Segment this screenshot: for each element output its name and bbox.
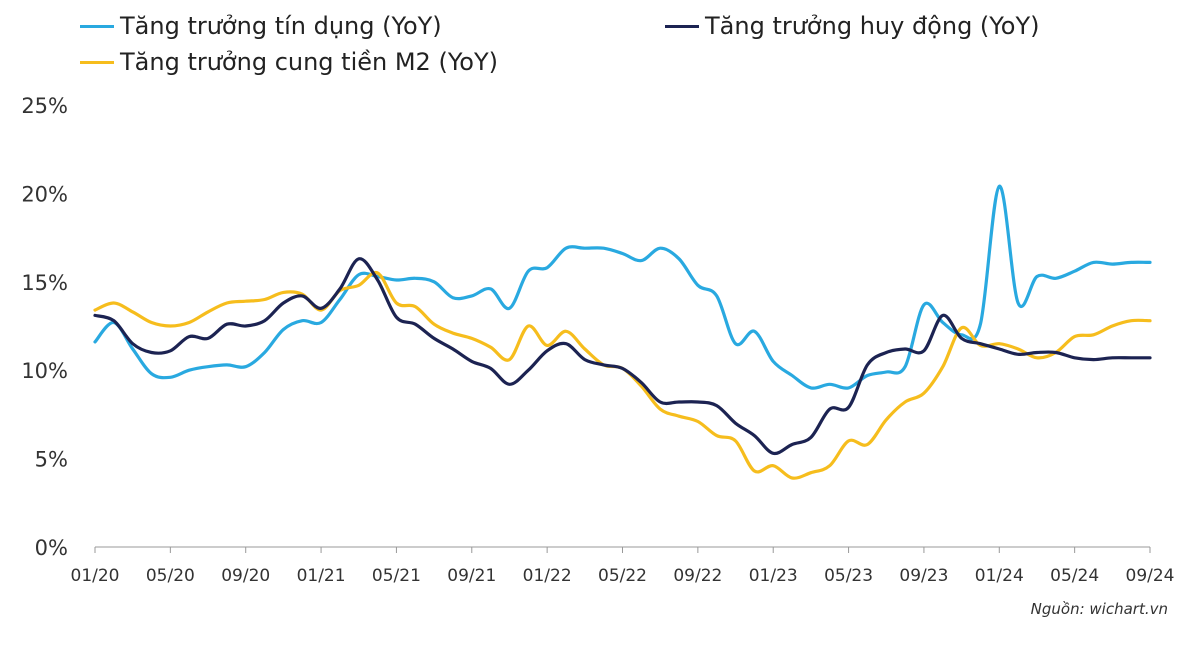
x-tick-label: 09/22: [673, 566, 722, 586]
y-tick-label: 5%: [35, 448, 68, 472]
series-line-deposit: [93, 257, 1152, 456]
legend-swatch-deposit: [665, 24, 699, 28]
y-tick-label: 20%: [21, 182, 68, 206]
legend-label-m2: Tăng trưởng cung tiền M2 (YoY): [120, 48, 498, 76]
legend-label-credit: Tăng trưởng tín dụng (YoY): [120, 12, 442, 40]
series-line-m2: [93, 270, 1152, 480]
x-tick-label: 05/21: [372, 566, 421, 586]
y-tick-label: 0%: [35, 536, 68, 560]
y-axis-labels: 0% 5% 10% 15% 20% 25%: [21, 94, 68, 560]
x-tick-label: 09/20: [221, 566, 270, 586]
x-tick-label: 01/23: [749, 566, 798, 586]
legend-item-deposit: Tăng trưởng huy động (YoY): [665, 12, 1039, 40]
y-tick-label: 25%: [21, 94, 68, 118]
legend-label-deposit: Tăng trưởng huy động (YoY): [705, 12, 1040, 40]
source-note: Nguồn: wichart.vn: [1030, 600, 1168, 618]
series-lines: [93, 184, 1152, 480]
x-axis-ticks: 01/20 05/20 09/20 01/21 05/21 09/21 01/22 05/22…: [71, 547, 1175, 586]
x-tick-label: 09/23: [899, 566, 948, 586]
y-tick-label: 10%: [21, 359, 68, 383]
x-tick-label: 05/22: [598, 566, 647, 586]
x-tick-label: 01/22: [523, 566, 572, 586]
y-tick-label: 15%: [21, 271, 68, 295]
x-tick-label: 09/24: [1126, 566, 1175, 586]
x-tick-label: 05/23: [824, 566, 873, 586]
series-line-credit: [93, 184, 1152, 390]
x-tick-label: 05/20: [146, 566, 195, 586]
legend-item-m2: Tăng trưởng cung tiền M2 (YoY): [80, 48, 498, 76]
x-tick-label: 01/20: [71, 566, 120, 586]
legend-swatch-m2: [80, 60, 114, 64]
x-tick-label: 05/24: [1050, 566, 1099, 586]
x-tick-label: 01/24: [975, 566, 1024, 586]
legend-swatch-credit: [80, 24, 114, 28]
legend-item-credit: Tăng trưởng tín dụng (YoY): [80, 12, 442, 40]
x-tick-label: 09/21: [447, 566, 496, 586]
x-tick-label: 01/21: [297, 566, 346, 586]
